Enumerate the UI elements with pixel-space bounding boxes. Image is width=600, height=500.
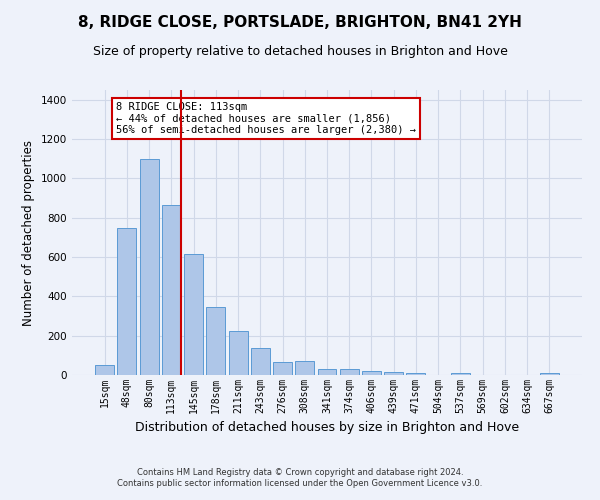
Bar bbox=[162, 205, 181, 375]
Bar bbox=[406, 372, 425, 375]
Bar bbox=[118, 228, 136, 375]
X-axis label: Distribution of detached houses by size in Brighton and Hove: Distribution of detached houses by size … bbox=[135, 422, 519, 434]
Text: Contains HM Land Registry data © Crown copyright and database right 2024.
Contai: Contains HM Land Registry data © Crown c… bbox=[118, 468, 482, 487]
Bar bbox=[317, 369, 337, 375]
Bar bbox=[229, 331, 248, 375]
Bar bbox=[362, 371, 381, 375]
Bar bbox=[251, 348, 270, 375]
Bar bbox=[340, 369, 359, 375]
Bar bbox=[140, 159, 158, 375]
Y-axis label: Number of detached properties: Number of detached properties bbox=[22, 140, 35, 326]
Bar bbox=[540, 373, 559, 375]
Bar bbox=[451, 373, 470, 375]
Bar bbox=[95, 365, 114, 375]
Text: 8 RIDGE CLOSE: 113sqm
← 44% of detached houses are smaller (1,856)
56% of semi-d: 8 RIDGE CLOSE: 113sqm ← 44% of detached … bbox=[116, 102, 416, 135]
Text: Size of property relative to detached houses in Brighton and Hove: Size of property relative to detached ho… bbox=[92, 45, 508, 58]
Bar bbox=[184, 254, 203, 375]
Bar bbox=[384, 372, 403, 375]
Bar bbox=[273, 362, 292, 375]
Text: 8, RIDGE CLOSE, PORTSLADE, BRIGHTON, BN41 2YH: 8, RIDGE CLOSE, PORTSLADE, BRIGHTON, BN4… bbox=[78, 15, 522, 30]
Bar bbox=[295, 361, 314, 375]
Bar bbox=[206, 307, 225, 375]
